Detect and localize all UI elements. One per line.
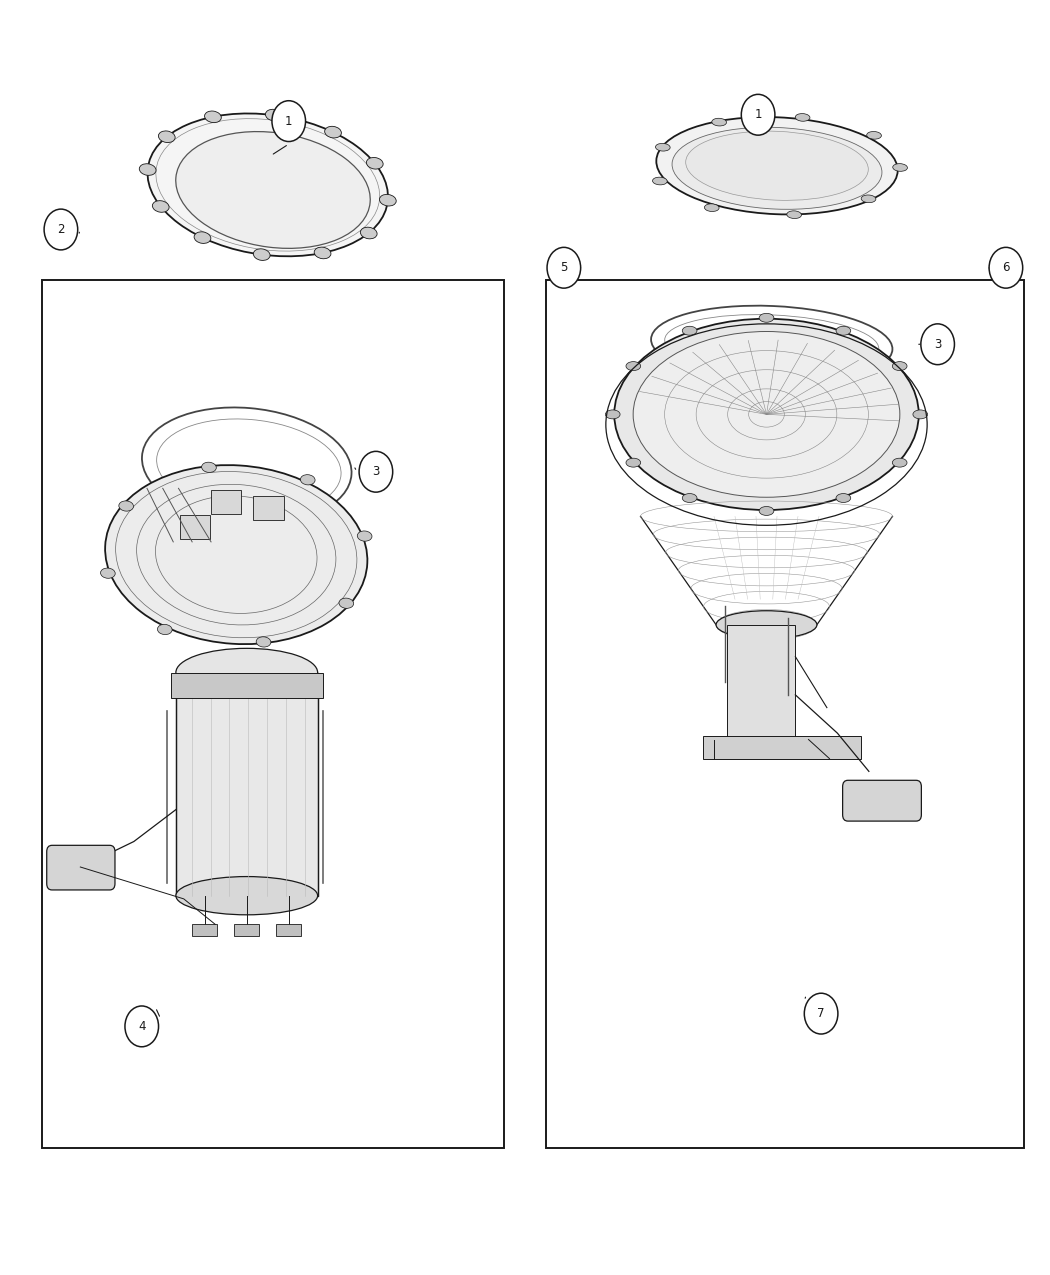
FancyBboxPatch shape [842,780,922,821]
Circle shape [272,101,306,142]
Ellipse shape [253,249,270,260]
Ellipse shape [626,362,640,371]
Bar [42,280,504,1148]
Text: 1: 1 [754,108,762,121]
Ellipse shape [652,177,667,185]
Circle shape [804,993,838,1034]
Ellipse shape [147,113,388,256]
FancyBboxPatch shape [180,515,210,539]
Ellipse shape [152,200,169,212]
Ellipse shape [202,463,216,473]
Ellipse shape [912,411,927,419]
FancyBboxPatch shape [211,490,242,514]
Text: 6: 6 [1002,261,1010,274]
Ellipse shape [176,648,317,696]
Ellipse shape [101,569,116,579]
Ellipse shape [892,362,907,371]
Ellipse shape [866,131,881,139]
FancyBboxPatch shape [253,496,284,520]
Ellipse shape [357,530,372,541]
Ellipse shape [655,143,670,150]
Text: 5: 5 [560,261,568,274]
Ellipse shape [194,232,211,244]
Ellipse shape [256,636,271,646]
Ellipse shape [300,474,315,484]
Ellipse shape [836,493,851,502]
Bar [234,924,259,936]
Ellipse shape [786,210,801,218]
Ellipse shape [119,501,133,511]
Circle shape [989,247,1023,288]
Ellipse shape [633,332,900,497]
Circle shape [921,324,954,365]
Ellipse shape [716,611,817,639]
Ellipse shape [892,163,907,171]
Text: 4: 4 [138,1020,146,1033]
Ellipse shape [686,131,868,200]
Circle shape [547,247,581,288]
Bar [175,673,317,895]
Ellipse shape [656,117,898,214]
Ellipse shape [836,326,851,335]
Ellipse shape [205,111,222,122]
Text: 7: 7 [817,1007,825,1020]
Ellipse shape [892,458,907,467]
Ellipse shape [176,877,317,915]
Circle shape [741,94,775,135]
Text: 3: 3 [372,465,380,478]
Circle shape [125,1006,159,1047]
Ellipse shape [626,458,640,467]
Bar [276,924,301,936]
Ellipse shape [140,163,156,176]
Ellipse shape [159,131,175,143]
Ellipse shape [861,195,876,203]
Ellipse shape [366,158,383,170]
Bar [192,924,217,936]
Ellipse shape [705,204,719,212]
Ellipse shape [672,128,882,209]
Ellipse shape [759,314,774,323]
Ellipse shape [712,119,727,126]
Ellipse shape [105,465,367,644]
Ellipse shape [266,110,282,121]
Ellipse shape [175,131,371,249]
Ellipse shape [379,194,396,207]
Text: 2: 2 [57,223,65,236]
Ellipse shape [682,493,697,502]
Ellipse shape [314,247,331,259]
FancyBboxPatch shape [46,845,114,890]
Ellipse shape [158,625,172,635]
Bar [546,280,1024,1148]
Ellipse shape [759,506,774,515]
Bar [704,736,861,759]
Bar [170,673,323,699]
Ellipse shape [795,113,810,121]
Bar [727,625,796,740]
Ellipse shape [682,326,697,335]
Circle shape [44,209,78,250]
Ellipse shape [339,598,354,608]
Ellipse shape [360,227,377,238]
Text: 3: 3 [933,338,942,351]
Ellipse shape [324,126,341,138]
Ellipse shape [614,319,919,510]
Ellipse shape [606,411,621,419]
Text: 1: 1 [285,115,293,128]
Circle shape [359,451,393,492]
